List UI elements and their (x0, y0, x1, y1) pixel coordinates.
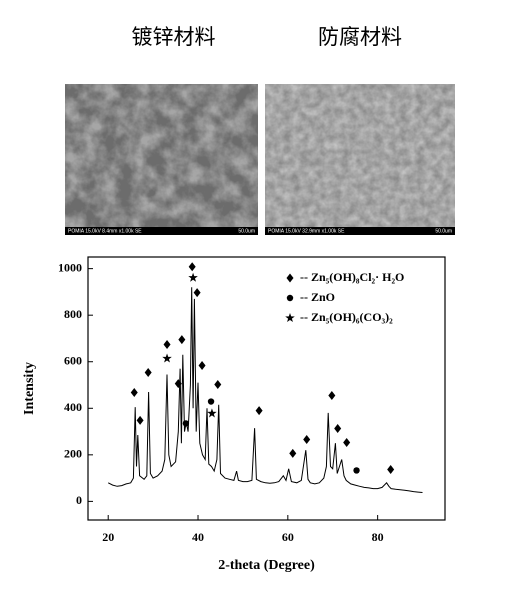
panel-title: 防腐材料 (318, 25, 402, 49)
sem-caption: POMIA 15.0kV 8.4mm x1.00k SE (68, 228, 142, 234)
legend-symbol (285, 313, 295, 323)
star-marker (207, 408, 217, 418)
diamond-marker (387, 464, 395, 474)
y-tick-label: 0 (76, 493, 82, 507)
plot-frame (87, 256, 446, 521)
x-tick-label: 40 (192, 530, 204, 544)
legend-label: -- ZnO (300, 290, 335, 304)
circle-marker (353, 467, 360, 474)
diamond-marker (334, 424, 342, 434)
xrd-line (107, 287, 423, 493)
circle-marker (207, 398, 215, 405)
diamond-marker (193, 288, 201, 298)
sem-scale: 50.0um (238, 228, 255, 234)
x-tick-label: 60 (282, 530, 294, 544)
sem-scale: 50.0um (435, 228, 452, 234)
star-marker (188, 272, 198, 282)
sem-strip (265, 227, 455, 235)
y-tick-label: 600 (64, 353, 82, 367)
sem-texture (265, 84, 455, 227)
diamond-marker (214, 380, 222, 390)
y-axis-label: Intensity (22, 362, 37, 415)
diamond-marker (174, 379, 182, 389)
diamond-marker (289, 448, 297, 458)
diamond-marker (163, 340, 171, 350)
legend-symbol (286, 294, 294, 302)
diamond-marker (188, 262, 196, 272)
diamond-marker (144, 367, 152, 377)
star-marker (162, 353, 172, 363)
sem-panels: 镀锌材料 POMIA 15.0kV 8.4mm x1.00k SE 50.0um 防腐… (65, 25, 455, 235)
legend-label: -- Zn₅(OH)₆(CO₃)₂ (300, 310, 393, 324)
y-tick-label: 1000 (58, 260, 82, 274)
diamond-marker (343, 437, 351, 447)
diamond-marker (178, 335, 186, 345)
sem-strip (65, 227, 258, 235)
diamond-marker (198, 360, 206, 370)
sem-texture (65, 84, 258, 227)
panel-title: 镀锌材料 (132, 25, 216, 49)
x-tick-label: 80 (372, 530, 384, 544)
diamond-marker (255, 406, 263, 416)
diamond-marker (328, 390, 336, 400)
y-tick-label: 200 (64, 447, 82, 461)
x-axis-label: 2-theta (Degree) (218, 558, 315, 573)
diamond-marker (136, 415, 144, 425)
legend-label: -- Zn₅(OH)₈Cl₂· H₂O (300, 270, 404, 284)
diamond-marker (303, 434, 311, 444)
x-tick-label: 20 (102, 530, 114, 544)
y-tick-label: 800 (64, 307, 82, 321)
legend-symbol (286, 273, 294, 283)
xrd-chart: 0 200 400 600 800 1000 20 40 60 80 2-theta (Degree… (22, 256, 446, 573)
circle-marker (182, 420, 190, 427)
diamond-marker (130, 387, 138, 397)
sem-caption: POMIA 15.0kV 32.9mm x1.00k SE (268, 228, 345, 234)
y-tick-label: 400 (64, 400, 82, 414)
